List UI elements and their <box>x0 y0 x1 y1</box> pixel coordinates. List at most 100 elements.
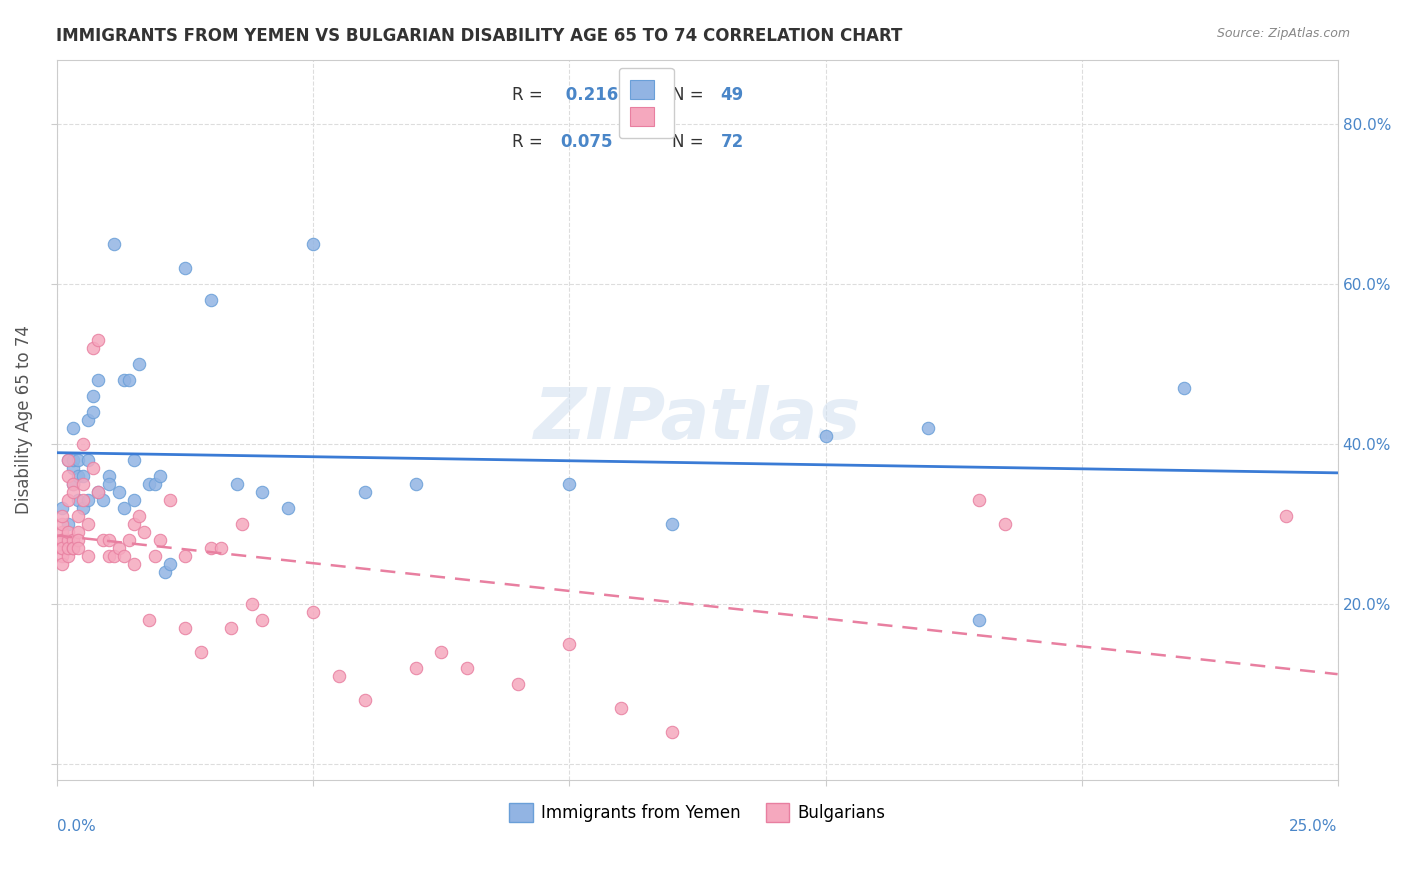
Point <box>353 484 375 499</box>
Point <box>66 524 89 539</box>
Point <box>51 549 73 563</box>
Point <box>87 373 110 387</box>
Point <box>112 549 135 563</box>
Point <box>250 484 273 499</box>
Point <box>917 420 939 434</box>
Text: ZIPatlas: ZIPatlas <box>534 385 860 454</box>
Point <box>72 476 94 491</box>
Text: N =: N = <box>672 87 709 104</box>
Point <box>508 676 530 690</box>
Point <box>134 524 156 539</box>
Point <box>122 452 145 467</box>
Text: 0.216: 0.216 <box>561 87 619 104</box>
Point <box>66 533 89 547</box>
Point <box>62 533 84 547</box>
Point <box>661 724 683 739</box>
Point <box>51 500 73 515</box>
Point <box>77 516 100 531</box>
Point <box>225 476 247 491</box>
Point <box>97 476 120 491</box>
Point <box>103 236 125 251</box>
Text: Source: ZipAtlas.com: Source: ZipAtlas.com <box>1216 27 1350 40</box>
Point <box>240 597 263 611</box>
Point <box>1275 508 1298 523</box>
Point <box>62 541 84 555</box>
Point <box>149 468 172 483</box>
Point <box>302 236 325 251</box>
Text: R =: R = <box>512 133 548 151</box>
Text: 0.0%: 0.0% <box>58 819 96 834</box>
Text: 25.0%: 25.0% <box>1289 819 1337 834</box>
Text: 49: 49 <box>720 87 744 104</box>
Point <box>56 533 79 547</box>
Point <box>609 700 631 714</box>
Point <box>97 468 120 483</box>
Text: IMMIGRANTS FROM YEMEN VS BULGARIAN DISABILITY AGE 65 TO 74 CORRELATION CHART: IMMIGRANTS FROM YEMEN VS BULGARIAN DISAB… <box>56 27 903 45</box>
Point <box>328 668 350 682</box>
Point <box>661 516 683 531</box>
Point <box>56 452 79 467</box>
Point <box>107 541 129 555</box>
Point <box>174 260 197 275</box>
Point <box>128 508 150 523</box>
Point <box>51 516 73 531</box>
Point <box>87 333 110 347</box>
Point <box>558 637 581 651</box>
Point <box>149 533 172 547</box>
Point <box>209 541 232 555</box>
Point <box>200 293 222 307</box>
Point <box>56 452 79 467</box>
Point <box>107 484 129 499</box>
Point <box>77 492 100 507</box>
Point <box>153 565 176 579</box>
Point <box>174 549 197 563</box>
Point <box>62 460 84 475</box>
Point <box>51 541 73 555</box>
Point <box>66 468 89 483</box>
Point <box>51 557 73 571</box>
Point <box>558 476 581 491</box>
Point <box>56 468 79 483</box>
Point <box>77 452 100 467</box>
Point <box>122 557 145 571</box>
Y-axis label: Disability Age 65 to 74: Disability Age 65 to 74 <box>15 326 32 514</box>
Point <box>112 500 135 515</box>
Point <box>231 516 253 531</box>
Point <box>122 492 145 507</box>
Point <box>66 541 89 555</box>
Point <box>66 452 89 467</box>
Point <box>72 436 94 450</box>
Point <box>221 621 243 635</box>
Point <box>56 516 79 531</box>
Point <box>174 621 197 635</box>
Point <box>62 541 84 555</box>
Point <box>353 692 375 706</box>
Point <box>200 541 222 555</box>
Point <box>159 557 181 571</box>
Point <box>56 549 79 563</box>
Point <box>159 492 181 507</box>
Point <box>62 476 84 491</box>
Point <box>62 476 84 491</box>
Point <box>56 541 79 555</box>
Point <box>143 476 166 491</box>
Point <box>82 404 104 418</box>
Point <box>66 492 89 507</box>
Text: N =: N = <box>672 133 709 151</box>
Point <box>250 613 273 627</box>
Point <box>277 500 299 515</box>
Point <box>103 549 125 563</box>
Point <box>66 508 89 523</box>
Point <box>97 549 120 563</box>
Text: R =: R = <box>512 87 548 104</box>
Point <box>51 541 73 555</box>
Point <box>112 373 135 387</box>
Point <box>994 516 1017 531</box>
Point <box>190 645 212 659</box>
Point <box>62 452 84 467</box>
Point <box>138 613 160 627</box>
Point <box>405 660 427 674</box>
Point <box>82 389 104 403</box>
Point <box>143 549 166 563</box>
Text: 0.075: 0.075 <box>561 133 613 151</box>
